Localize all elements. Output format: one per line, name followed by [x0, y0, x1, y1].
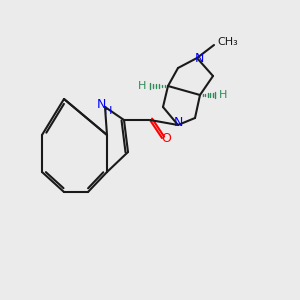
Text: O: O	[161, 131, 171, 145]
Text: CH₃: CH₃	[217, 37, 238, 47]
Text: H: H	[104, 106, 112, 116]
Text: N: N	[96, 98, 106, 112]
Text: N: N	[173, 116, 183, 130]
Text: H: H	[219, 90, 227, 100]
Text: N: N	[194, 52, 204, 64]
Text: H: H	[138, 81, 146, 91]
